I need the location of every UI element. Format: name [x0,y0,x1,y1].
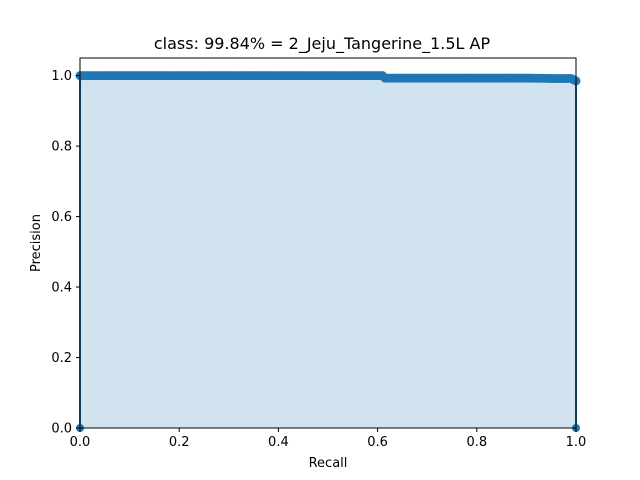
y-tick-label: 0.2 [51,351,72,366]
x-tick-label: 0.0 [70,435,91,450]
plot-frame [79,57,577,429]
y-tick-label: 0.0 [51,422,72,437]
x-tick-label: 0.2 [169,435,190,450]
x-tick-label: 1.0 [566,435,587,450]
y-axis: 0.0 0.2 0.4 0.6 0.8 1.0 [51,69,80,437]
y-tick-label: 0.8 [51,140,72,155]
x-axis: 0.0 0.2 0.4 0.6 0.8 1.0 [70,428,587,450]
x-tick-label: 0.6 [367,435,388,450]
x-tick-label: 0.4 [268,435,289,450]
plot-area [75,71,581,432]
x-axis-label: Recall [309,456,348,471]
y-axis-label: Precision [29,214,44,272]
x-tick-label: 0.8 [466,435,487,450]
y-tick-label: 1.0 [51,69,72,84]
pr-area-fill [80,75,576,429]
y-tick-label: 0.4 [51,281,72,296]
y-tick-label: 0.6 [51,210,72,225]
chart-title: class: 99.84% = 2_Jeju_Tangerine_1.5L AP [154,34,491,54]
